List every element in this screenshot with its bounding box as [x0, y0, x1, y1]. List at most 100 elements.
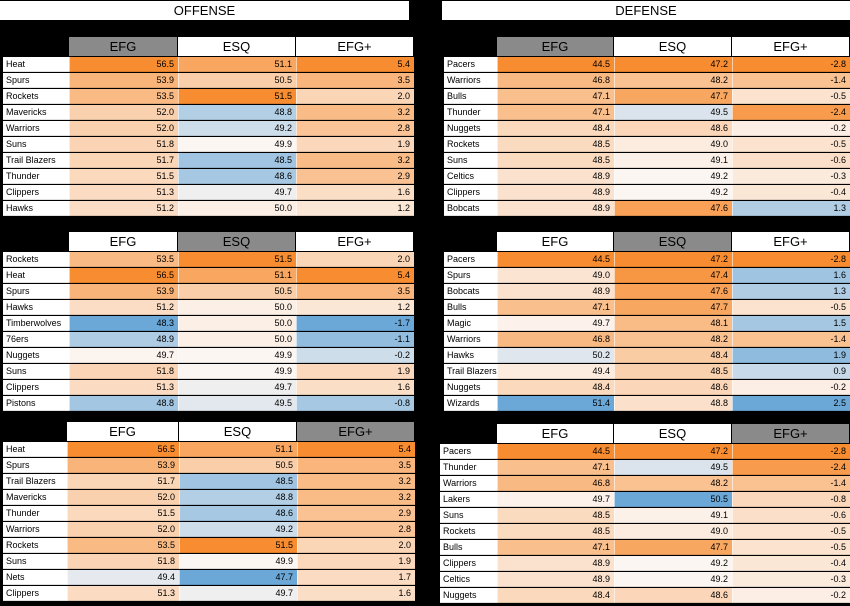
value-esq: 49.5	[614, 105, 732, 120]
value-esq: 48.8	[179, 490, 297, 505]
value-esq: 48.2	[614, 332, 732, 347]
team-name: Spurs	[3, 284, 69, 299]
column-header-esq[interactable]: ESQ	[614, 424, 732, 443]
value-efg: 56.5	[67, 442, 179, 457]
value-efg-plus: -0.5	[732, 89, 850, 104]
team-name: Trail Blazers	[3, 474, 67, 489]
value-efg-plus: 2.0	[296, 89, 414, 104]
value-efg-plus: -0.4	[732, 185, 850, 200]
value-efg-plus: -0.8	[296, 396, 414, 411]
value-efg: 46.8	[497, 476, 614, 491]
value-efg-plus: -1.4	[732, 476, 850, 491]
column-header-efg[interactable]: EFG	[67, 422, 179, 441]
value-efg: 49.7	[497, 316, 614, 331]
team-name: Hawks	[444, 348, 497, 363]
column-header-efg[interactable]: EFG	[69, 37, 178, 56]
column-header-efg[interactable]: EFG	[497, 232, 614, 251]
value-efg-plus: -0.5	[732, 137, 850, 152]
value-efg-plus: 0.9	[732, 364, 850, 379]
value-efg: 49.4	[67, 570, 179, 585]
column-header-efg-plus[interactable]: EFG+	[732, 232, 850, 251]
value-esq: 49.2	[614, 185, 732, 200]
value-esq: 48.2	[614, 73, 732, 88]
value-efg-plus: 1.9	[732, 348, 850, 363]
value-efg: 48.5	[497, 153, 614, 168]
team-name: Clippers	[440, 556, 497, 571]
value-efg: 51.3	[67, 586, 179, 601]
team-name: Warriors	[440, 476, 497, 491]
value-efg-plus: -1.7	[296, 316, 414, 331]
value-efg: 48.9	[497, 556, 614, 571]
value-efg-plus: 3.5	[297, 458, 415, 473]
value-esq: 49.7	[178, 380, 296, 395]
value-efg: 51.8	[67, 554, 179, 569]
team-name: 76ers	[3, 332, 69, 347]
column-header-efg-plus[interactable]: EFG+	[732, 37, 850, 56]
team-name: Clippers	[3, 380, 69, 395]
value-esq: 47.2	[614, 252, 732, 267]
value-efg-plus: 1.9	[297, 554, 415, 569]
value-esq: 49.5	[614, 460, 732, 475]
team-name: Suns	[3, 364, 69, 379]
value-esq: 50.0	[178, 332, 296, 347]
team-name: Mavericks	[3, 105, 69, 120]
column-header-efg-plus[interactable]: EFG+	[732, 424, 850, 443]
value-efg-plus: 1.6	[732, 268, 850, 283]
value-efg-plus: -2.8	[732, 444, 850, 459]
value-efg: 53.5	[69, 252, 178, 267]
value-efg: 51.7	[69, 153, 178, 168]
value-esq: 48.8	[178, 105, 296, 120]
column-header-esq[interactable]: ESQ	[179, 422, 297, 441]
value-efg: 49.4	[497, 364, 614, 379]
value-esq: 51.1	[179, 442, 297, 457]
value-efg-plus: -1.4	[732, 332, 850, 347]
value-efg: 53.9	[69, 284, 178, 299]
value-esq: 50.0	[178, 316, 296, 331]
value-efg: 49.0	[497, 268, 614, 283]
column-header-esq[interactable]: ESQ	[178, 232, 296, 251]
value-efg-plus: 2.8	[296, 121, 414, 136]
value-esq: 49.2	[179, 522, 297, 537]
column-header-efg[interactable]: EFG	[497, 37, 614, 56]
value-efg: 51.5	[67, 506, 179, 521]
column-header-esq[interactable]: ESQ	[614, 232, 732, 251]
value-efg: 47.1	[497, 300, 614, 315]
value-efg: 47.1	[497, 105, 614, 120]
value-esq: 51.5	[178, 252, 296, 267]
value-efg-plus: -2.4	[732, 105, 850, 120]
team-name: Pacers	[440, 444, 497, 459]
column-header-efg-plus[interactable]: EFG+	[296, 232, 414, 251]
value-efg: 51.3	[69, 380, 178, 395]
value-efg: 46.8	[497, 73, 614, 88]
team-name: Pacers	[444, 252, 497, 267]
team-name: Bulls	[444, 300, 497, 315]
column-header-efg[interactable]: EFG	[69, 232, 178, 251]
team-name: Suns	[3, 137, 69, 152]
value-esq: 50.0	[178, 201, 296, 216]
value-efg: 44.5	[497, 444, 614, 459]
column-header-esq[interactable]: ESQ	[614, 37, 732, 56]
value-efg-plus: -0.5	[732, 300, 850, 315]
value-esq: 50.5	[178, 73, 296, 88]
column-header-esq[interactable]: ESQ	[178, 37, 296, 56]
value-esq: 48.2	[614, 476, 732, 491]
value-esq: 49.1	[614, 153, 732, 168]
team-name: Clippers	[3, 586, 67, 601]
value-efg: 48.9	[497, 572, 614, 587]
value-efg-plus: 2.9	[297, 506, 415, 521]
team-name: Celtics	[444, 169, 497, 184]
column-header-efg-plus[interactable]: EFG+	[297, 422, 415, 441]
team-name: Wizards	[444, 396, 497, 411]
value-efg: 51.2	[69, 300, 178, 315]
team-name: Thunder	[440, 460, 497, 475]
value-efg: 48.4	[497, 121, 614, 136]
column-header-efg-plus[interactable]: EFG+	[296, 37, 414, 56]
value-esq: 48.4	[614, 348, 732, 363]
value-efg-plus: -0.3	[732, 572, 850, 587]
team-name: Warriors	[3, 522, 67, 537]
value-esq: 47.6	[614, 284, 732, 299]
team-name: Hawks	[3, 300, 69, 315]
team-name: Hawks	[3, 201, 69, 216]
value-efg: 48.9	[497, 169, 614, 184]
column-header-efg[interactable]: EFG	[497, 424, 614, 443]
